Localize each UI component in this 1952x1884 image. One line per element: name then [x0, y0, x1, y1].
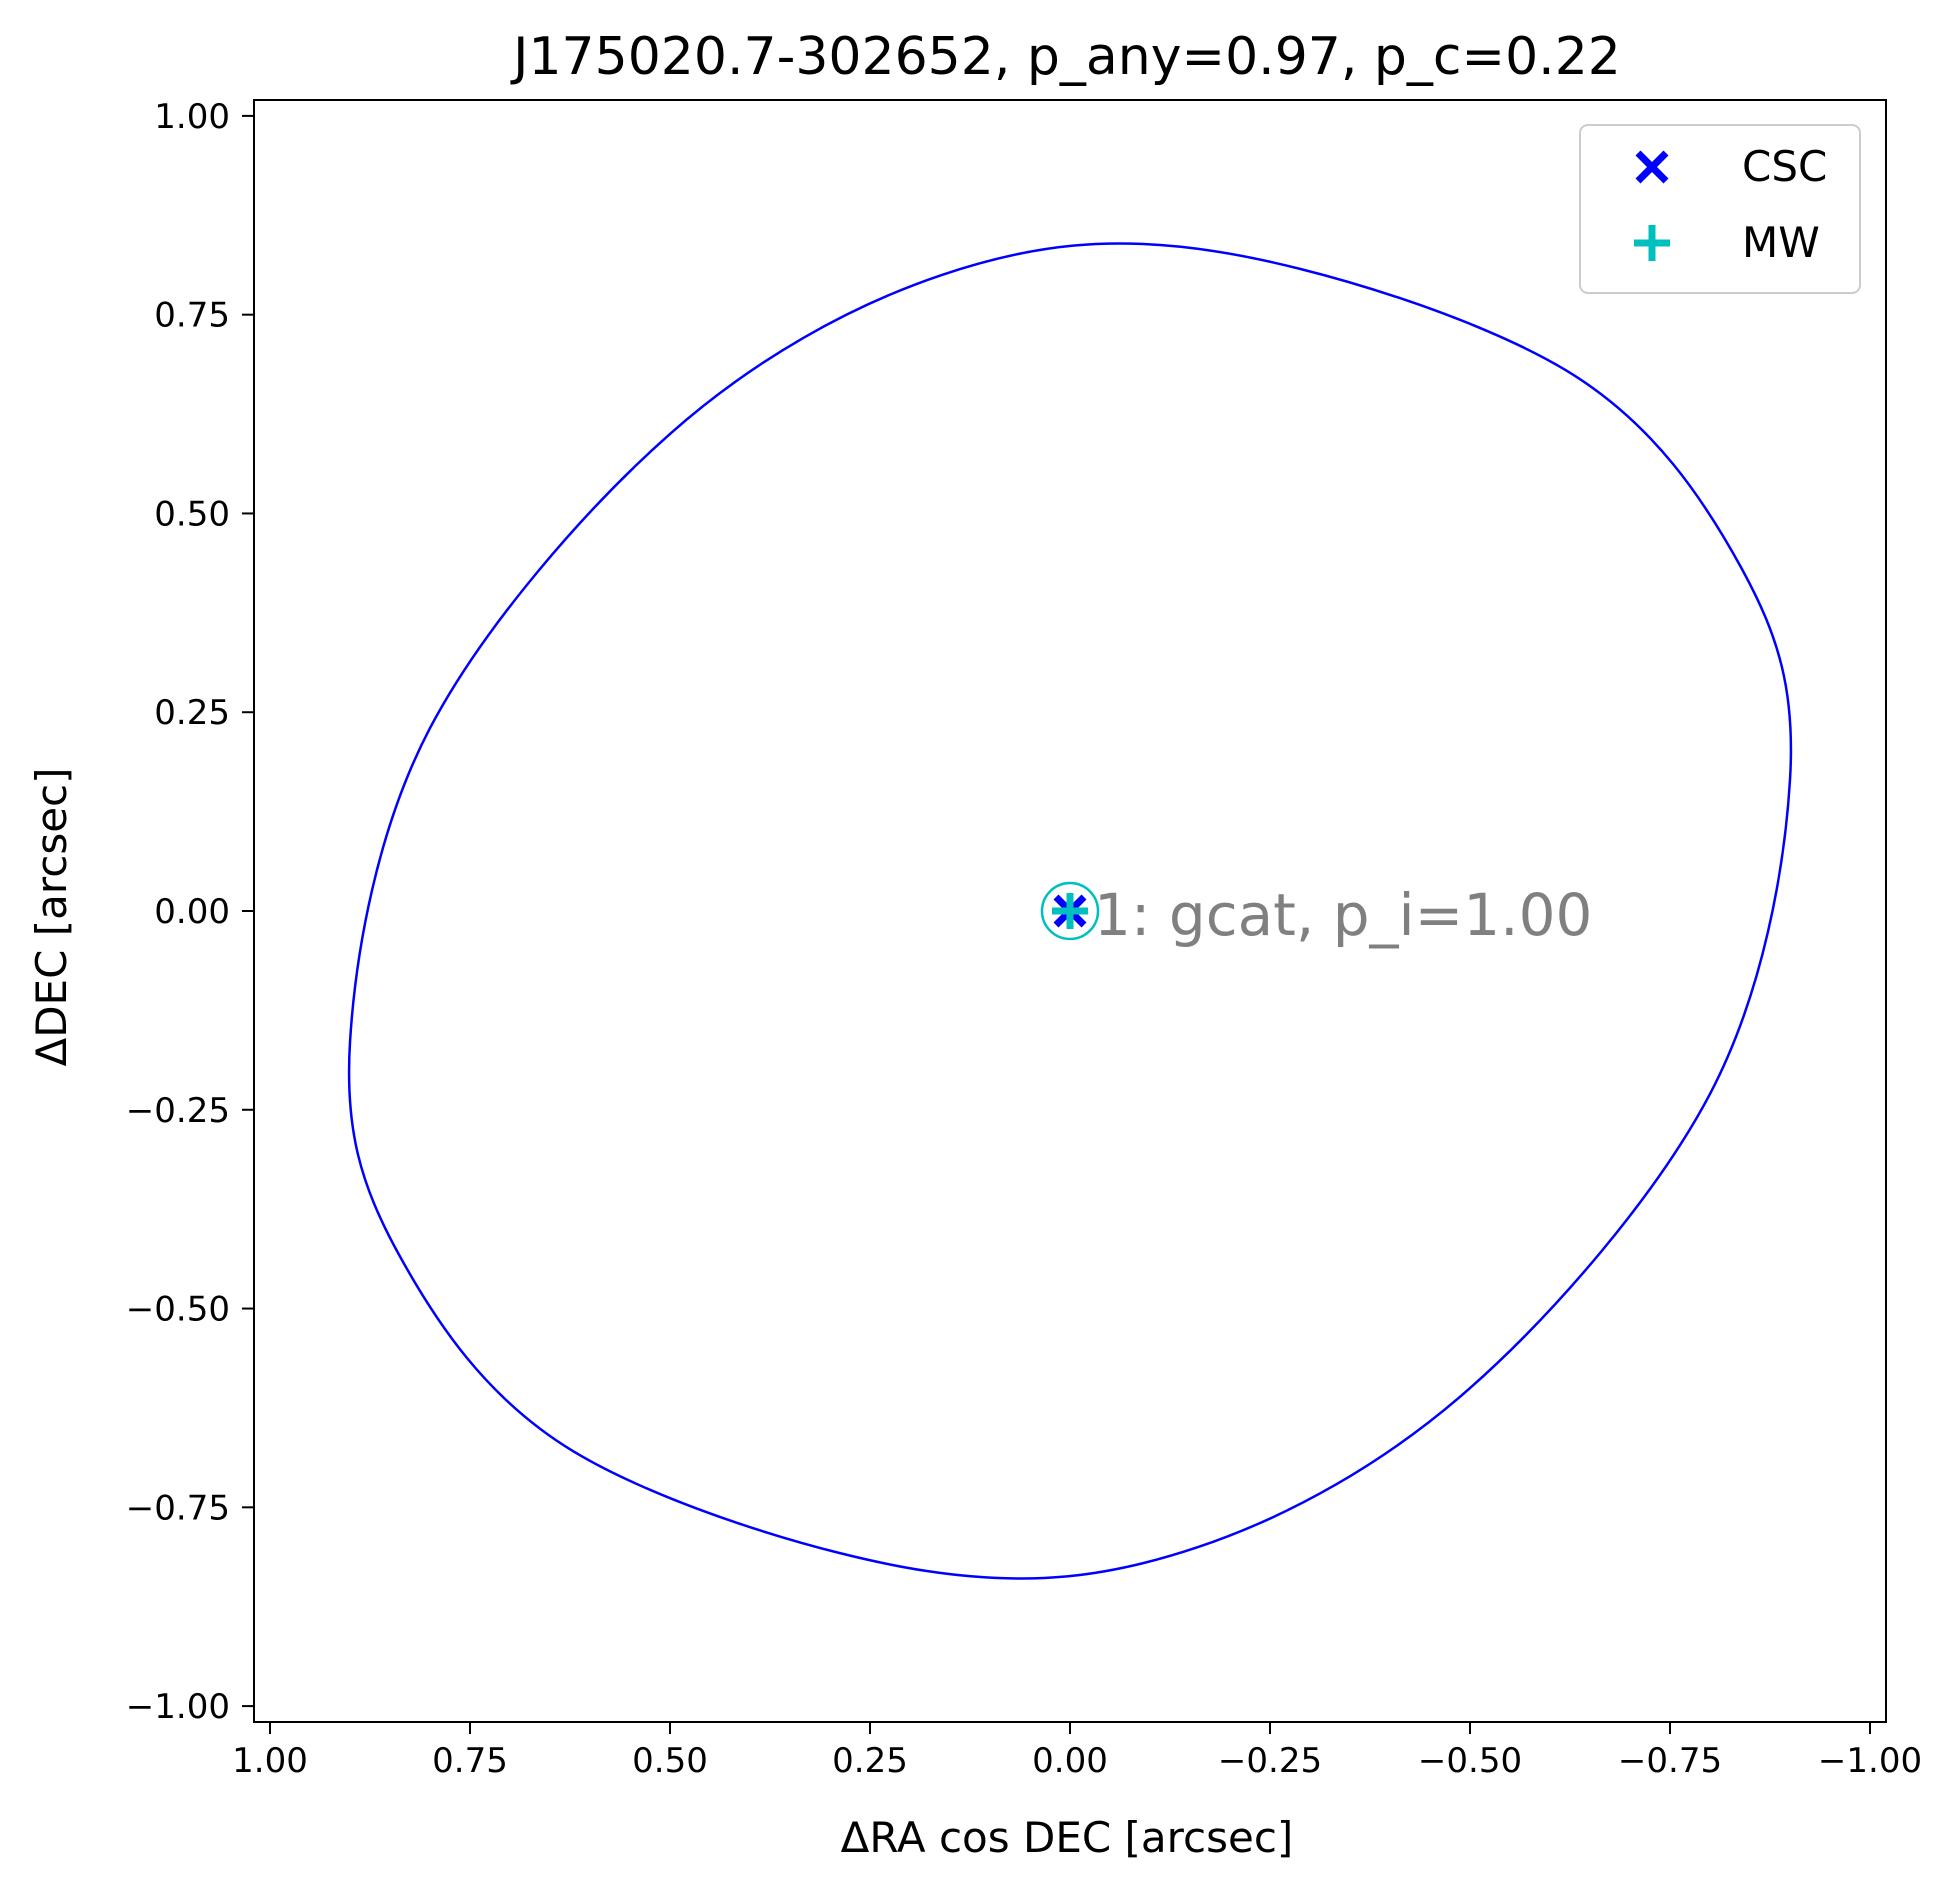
x-tick-label-7: −0.75 [1618, 1741, 1722, 1781]
y-tick-label-3: 0.25 [154, 693, 230, 733]
y-tick-label-7: −0.75 [126, 1488, 230, 1528]
y-axis-label: ΔDEC [arcsec] [27, 767, 76, 1066]
error-ellipse [347, 242, 1793, 1580]
legend-marker-csc-stroke-b [1635, 150, 1669, 184]
x-tick-label-5: −0.25 [1218, 1741, 1322, 1781]
x-tick-label-2: 0.50 [632, 1741, 708, 1781]
x-tick-label-8: −1.00 [1818, 1741, 1922, 1781]
x-tick-label-3: 0.25 [832, 1741, 908, 1781]
y-tick-label-0: 1.00 [154, 97, 230, 137]
chart-title: J175020.7-302652, p_any=0.97, p_c=0.22 [510, 27, 1621, 87]
y-axis-ticks: 1.00 0.75 0.50 0.25 0.00 −0.25 −0.50 −0.75 −1.00 [126, 97, 254, 1727]
x-tick-label-6: −0.50 [1418, 1741, 1522, 1781]
legend-marker-csc [1635, 150, 1669, 184]
legend-label-csc: CSC [1742, 142, 1827, 191]
y-tick-label-2: 0.50 [154, 494, 230, 534]
match-circle [1040, 881, 1100, 941]
x-tick-label-4: 0.00 [1032, 1741, 1108, 1781]
y-tick-label-1: 0.75 [154, 296, 230, 336]
legend: CSC MW [1579, 124, 1861, 294]
x-axis-label: ΔRA cos DEC [arcsec] [841, 1813, 1294, 1862]
x-tick-label-0: 1.00 [232, 1741, 308, 1781]
data-point-mw-0 [1052, 893, 1088, 929]
annotation-label-0: 1: gcat, p_i=1.00 [1094, 881, 1592, 949]
legend-label-mw: MW [1742, 218, 1820, 267]
x-axis-ticks: 1.00 0.75 0.50 0.25 0.00 −0.25 −0.50 −0.75 −1.00 [232, 1722, 1922, 1781]
y-tick-label-6: −0.50 [126, 1290, 230, 1330]
legend-marker-mw [1634, 225, 1670, 261]
y-tick-label-4: 0.00 [154, 892, 230, 932]
y-tick-label-5: −0.25 [126, 1091, 230, 1131]
y-tick-label-8: −1.00 [126, 1687, 230, 1727]
x-tick-label-1: 0.75 [432, 1741, 508, 1781]
